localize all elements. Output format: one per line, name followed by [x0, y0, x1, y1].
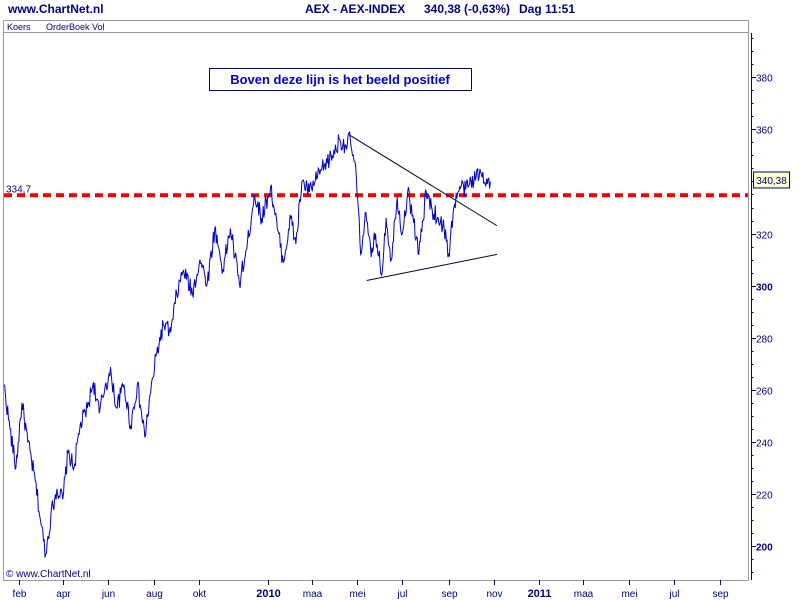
reference-line-group: 334,7 [4, 184, 748, 198]
instrument-name: AEX - AEX-INDEX [305, 2, 405, 16]
x-tick-label: 2011 [528, 588, 552, 600]
y-axis: 200220240260280300320340360380 [751, 33, 773, 580]
tab-koers[interactable]: Koers [7, 22, 31, 32]
price-series [3, 130, 491, 558]
last-value-box [753, 171, 790, 189]
x-tick-label: apr [56, 589, 71, 600]
x-tick-label: sep [712, 589, 729, 600]
y-tick-label: 220 [756, 491, 773, 502]
y-tick-label: 200 [756, 543, 773, 554]
x-tick-label: jul [668, 589, 679, 600]
x-tick-label: mei [349, 589, 365, 600]
x-axis: feb apr jun aug okt 2010 maa mei jul sep nov 2011 ma… [13, 580, 729, 600]
y-tick-label: 320 [756, 231, 773, 242]
x-tick-label: jun [101, 589, 115, 600]
x-tick-label: 2010 [256, 588, 280, 600]
trendlines [348, 134, 498, 281]
x-tick-label: mei [621, 589, 637, 600]
x-tick-label: maa [303, 589, 323, 600]
reference-line-label: 334,7 [6, 184, 31, 195]
y-tick-label: 280 [756, 335, 773, 346]
y-tick-label: 380 [756, 74, 773, 85]
plot-frame [3, 20, 749, 581]
x-tick-label: sep [441, 589, 458, 600]
x-tick-label: okt [193, 589, 207, 600]
annotation-text: Boven deze lijn is het beeld positief [230, 72, 450, 87]
header-bar: www.ChartNet.nl AEX - AEX-INDEX 340,38 (… [7, 2, 575, 16]
annotation-box: Boven deze lijn is het beeld positief [209, 68, 472, 91]
period-time: Dag 11:51 [519, 2, 575, 16]
x-tick-label: feb [13, 589, 27, 600]
quote-value: 340,38 (-0,63%) [424, 2, 510, 16]
last-value-marker: 340,38 [753, 171, 790, 189]
trendline [348, 134, 498, 227]
tab-orderboek-vol[interactable]: OrderBoek Vol [46, 22, 105, 32]
y-tick-label: 360 [756, 126, 773, 137]
x-tick-label: nov [486, 589, 502, 600]
last-value-label: 340,38 [756, 176, 787, 187]
trendline [366, 253, 498, 281]
x-tick-label: maa [574, 589, 594, 600]
y-tick-label: 300 [756, 283, 773, 294]
annotation-frame [209, 68, 472, 91]
site-title[interactable]: www.ChartNet.nl [7, 2, 104, 16]
series-line [3, 130, 491, 558]
copyright-text[interactable]: © www.ChartNet.nl [6, 569, 91, 580]
tab-strip: Koers OrderBoek Vol [7, 22, 105, 32]
x-tick-label: jul [396, 589, 407, 600]
y-tick-label: 260 [756, 387, 773, 398]
y-tick-label: 240 [756, 439, 773, 450]
x-tick-label: aug [146, 589, 163, 600]
